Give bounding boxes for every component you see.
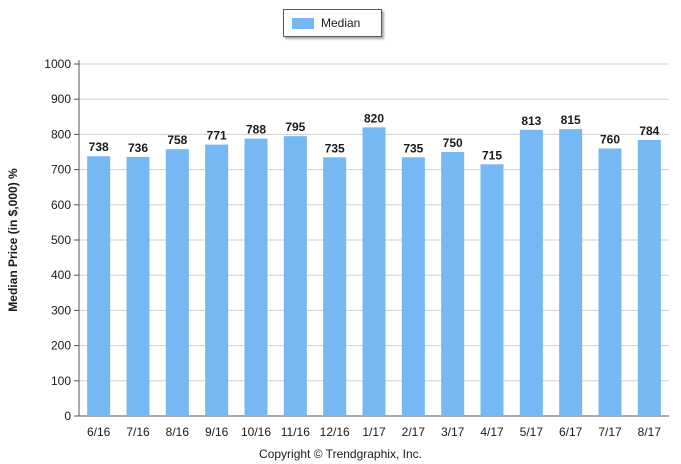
bar-12-16: [323, 157, 347, 416]
bar-6-16: [87, 156, 111, 416]
data-label: 815: [561, 113, 581, 127]
x-tick-label: 9/16: [205, 425, 229, 439]
bar-2-17: [401, 157, 425, 416]
data-label: 750: [443, 136, 463, 150]
data-label: 820: [364, 111, 384, 125]
y-tick-label: 600: [51, 198, 71, 212]
legend-swatch-median: [292, 18, 314, 29]
x-tick-label: 6/17: [559, 425, 583, 439]
copyright-text: Copyright © Trendgraphix, Inc.: [259, 447, 422, 461]
bar-8-17: [637, 140, 661, 417]
x-tick-label: 10/16: [241, 425, 271, 439]
data-label: 813: [521, 114, 541, 128]
y-tick-label: 900: [51, 92, 71, 106]
bar-11-16: [283, 136, 307, 416]
legend-label-median: Median: [321, 16, 361, 30]
data-label: 736: [128, 141, 148, 155]
x-tick-label: 2/17: [402, 425, 426, 439]
x-tick-label: 12/16: [320, 425, 350, 439]
data-label: 788: [246, 123, 266, 137]
data-label: 735: [325, 141, 345, 155]
x-tick-label: 7/16: [126, 425, 150, 439]
data-label: 784: [639, 124, 659, 138]
bar-7-17: [598, 148, 622, 417]
x-tick-label: 8/17: [638, 425, 662, 439]
data-label: 760: [600, 132, 620, 146]
bar-6-17: [559, 129, 583, 416]
x-tick-label: 11/16: [281, 425, 310, 439]
bar-7-16: [126, 156, 150, 417]
data-label: 795: [285, 120, 305, 134]
bar-4-17: [480, 164, 504, 416]
data-label: 735: [403, 141, 423, 155]
x-tick-label: 3/17: [441, 425, 465, 439]
x-tick-label: 8/16: [166, 425, 190, 439]
bar-8-16: [165, 149, 189, 416]
bar-1-17: [362, 127, 386, 417]
y-tick-label: 200: [51, 339, 71, 353]
data-label: 715: [482, 148, 502, 162]
bar-9-16: [205, 144, 229, 416]
y-tick-label: 300: [51, 303, 71, 317]
chart-legend: Median: [283, 9, 382, 37]
y-tick-label: 1000: [44, 57, 71, 71]
x-tick-label: 4/17: [480, 425, 504, 439]
bar-3-17: [441, 152, 465, 416]
y-axis-title: Median Price (in $,000) %: [6, 168, 20, 312]
x-tick-label: 6/16: [87, 425, 111, 439]
y-tick-label: 100: [51, 374, 71, 388]
bar-5-17: [519, 129, 543, 416]
y-tick-label: 500: [51, 233, 71, 247]
y-tick-label: 700: [51, 163, 71, 177]
y-tick-label: 0: [64, 409, 71, 423]
x-tick-label: 7/17: [598, 425, 622, 439]
y-tick-label: 800: [51, 127, 71, 141]
data-label: 738: [89, 140, 109, 154]
x-tick-label: 5/17: [520, 425, 544, 439]
data-label: 758: [167, 133, 187, 147]
bar-10-16: [244, 138, 268, 416]
data-label: 771: [207, 129, 227, 143]
y-tick-label: 400: [51, 268, 71, 282]
x-tick-label: 1/17: [362, 425, 386, 439]
